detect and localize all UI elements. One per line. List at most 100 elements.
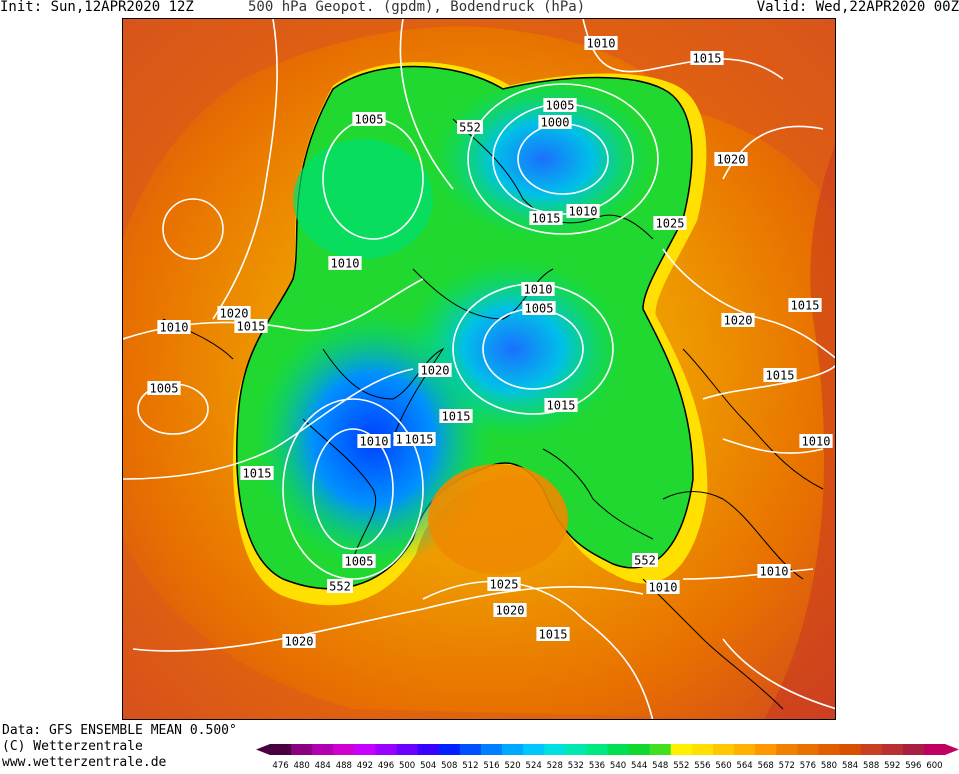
isobar-label-text: 1000: [541, 116, 570, 130]
isobar-label-text: 1015: [532, 212, 561, 226]
isobar-label: 1025: [487, 577, 521, 592]
map-canvas: 1010 1015 1005 1000 552 1005 1020 1015 1010 1025 1…: [123, 19, 835, 719]
color-scale-svg: 476 480 484 488 492 496 500 504 508 512 516 520 524 5…: [256, 744, 959, 771]
isobar-label: 1005: [543, 98, 577, 113]
scale-swatch: [291, 744, 313, 755]
scale-tick-label: 568: [758, 761, 774, 770]
scale-tick-label: 524: [526, 761, 542, 770]
scale-tick-label: 588: [863, 761, 879, 770]
isobar-label: 1010: [157, 320, 191, 335]
scale-tick-label: 504: [420, 761, 436, 770]
scale-tick-label: 572: [779, 761, 795, 770]
isobar-label-text: 1015: [791, 299, 820, 313]
scale-swatch: [860, 744, 883, 755]
isobar-label-text: 1020: [496, 604, 525, 618]
isobar-label-text: 1020: [717, 153, 746, 167]
scale-swatch: [333, 744, 355, 755]
low-north-pacific: [433, 79, 653, 239]
scale-tick-label: 500: [399, 761, 415, 770]
scale-tick-label: 532: [568, 761, 584, 770]
scale-swatch: [776, 744, 798, 755]
isobar-label: 1010: [799, 434, 833, 449]
scale-swatch: [649, 744, 672, 755]
isobar-label-text: 1005: [355, 113, 384, 127]
scale-swatch: [734, 744, 756, 755]
scale-swatch: [670, 744, 693, 755]
scale-swatch: [502, 744, 524, 755]
scale-swatch: [544, 744, 566, 755]
scale-swatch: [628, 744, 651, 755]
scale-swatch: [417, 744, 440, 755]
isobar-label: 1015: [536, 627, 570, 642]
scale-swatch: [438, 744, 461, 755]
warm-sector-south: [123, 539, 757, 719]
isobar-label: 1010: [328, 256, 362, 271]
scale-swatch: [480, 744, 503, 755]
scale-tick-label: 484: [315, 761, 331, 770]
trough-alaska: [293, 139, 433, 259]
isobar-label: 1005: [147, 381, 181, 396]
isobar-label: 1010: [584, 36, 618, 51]
scale-swatch: [691, 744, 714, 755]
isobar-label: 1020: [721, 313, 755, 328]
scale-tick-label: 544: [631, 761, 647, 770]
scale-tick-label: 600: [926, 761, 942, 770]
scale-swatch: [523, 744, 545, 755]
data-source: Data: GFS ENSEMBLE MEAN 0.500°: [2, 723, 237, 738]
scale-tick-label: 528: [547, 761, 563, 770]
ridge-atlantic: [428, 464, 568, 574]
scale-tick-label: 540: [610, 761, 626, 770]
map-title: 500 hPa Geopot. (gpdm), Bodendruck (hPa): [248, 0, 586, 15]
scale-arrow-left: [256, 744, 270, 755]
isobar-label-text: 1015: [539, 628, 568, 642]
scale-swatch: [565, 744, 587, 755]
scale-tick-label: 512: [462, 761, 478, 770]
isobar-label: 1005: [342, 554, 376, 569]
isobar-label: 1005: [352, 112, 386, 127]
copyright-notice: (C) Wetterzentrale: [2, 739, 143, 754]
isobar-label-layer: 1010 1015 1005 1000 552 1005 1020 1015 1010 1025 1…: [147, 36, 833, 649]
isobar-label-text: 552: [459, 121, 481, 135]
isobar-label-text: 1025: [490, 578, 519, 592]
scale-tick-label: 556: [694, 761, 710, 770]
scale-tick-label: 580: [821, 761, 837, 770]
scale-tick-label: 508: [441, 761, 457, 770]
scale-swatch: [818, 744, 841, 755]
isobar-label-text: 1015: [237, 320, 266, 334]
isobar-label-text: 1010: [587, 37, 616, 51]
isobar-label-text: 1010: [331, 257, 360, 271]
isobar-label-text: 1015: [442, 410, 471, 424]
isobar-label: 1015: [788, 298, 822, 313]
isobar-label: 1020: [493, 603, 527, 618]
isobar-label: 552: [457, 120, 483, 135]
scale-tick-label: 480: [294, 761, 310, 770]
scale-swatch: [396, 744, 419, 755]
isobar-label: 1015: [402, 432, 436, 447]
isobar-label-text: 1010: [760, 565, 789, 579]
scale-swatch: [375, 744, 398, 755]
isobar-label-text: 1015: [693, 52, 722, 66]
scale-swatch: [902, 744, 925, 755]
scale-tick-label: 560: [715, 761, 731, 770]
isobar-label-text: 552: [329, 580, 351, 594]
isobar-label: 552: [632, 553, 658, 568]
isobar-label: 1015: [234, 319, 268, 334]
scale-tick-label: 592: [884, 761, 900, 770]
isobar-label: 1015: [690, 51, 724, 66]
init-time: Init: Sun,12APR2020 12Z: [0, 0, 194, 15]
isobar-label: 1015: [439, 409, 473, 424]
warm-sector-north: [123, 19, 835, 239]
scale-tick-label: 536: [589, 761, 605, 770]
scale-tick-label: 596: [905, 761, 921, 770]
isobar-label: 1015: [240, 466, 274, 481]
scale-swatch: [839, 744, 862, 755]
scale-swatch: [712, 744, 735, 755]
isobar-label-text: 552: [634, 554, 656, 568]
valid-time: Valid: Wed,22APR2020 00Z: [756, 0, 959, 15]
website-link[interactable]: www.wetterzentrale.de: [2, 755, 167, 770]
isobar-label-text: 1020: [724, 314, 753, 328]
scale-tick-label: 552: [673, 761, 689, 770]
isobar-label-text: 1025: [656, 217, 685, 231]
scale-tick-label: 488: [336, 761, 352, 770]
scale-swatch: [607, 744, 630, 755]
